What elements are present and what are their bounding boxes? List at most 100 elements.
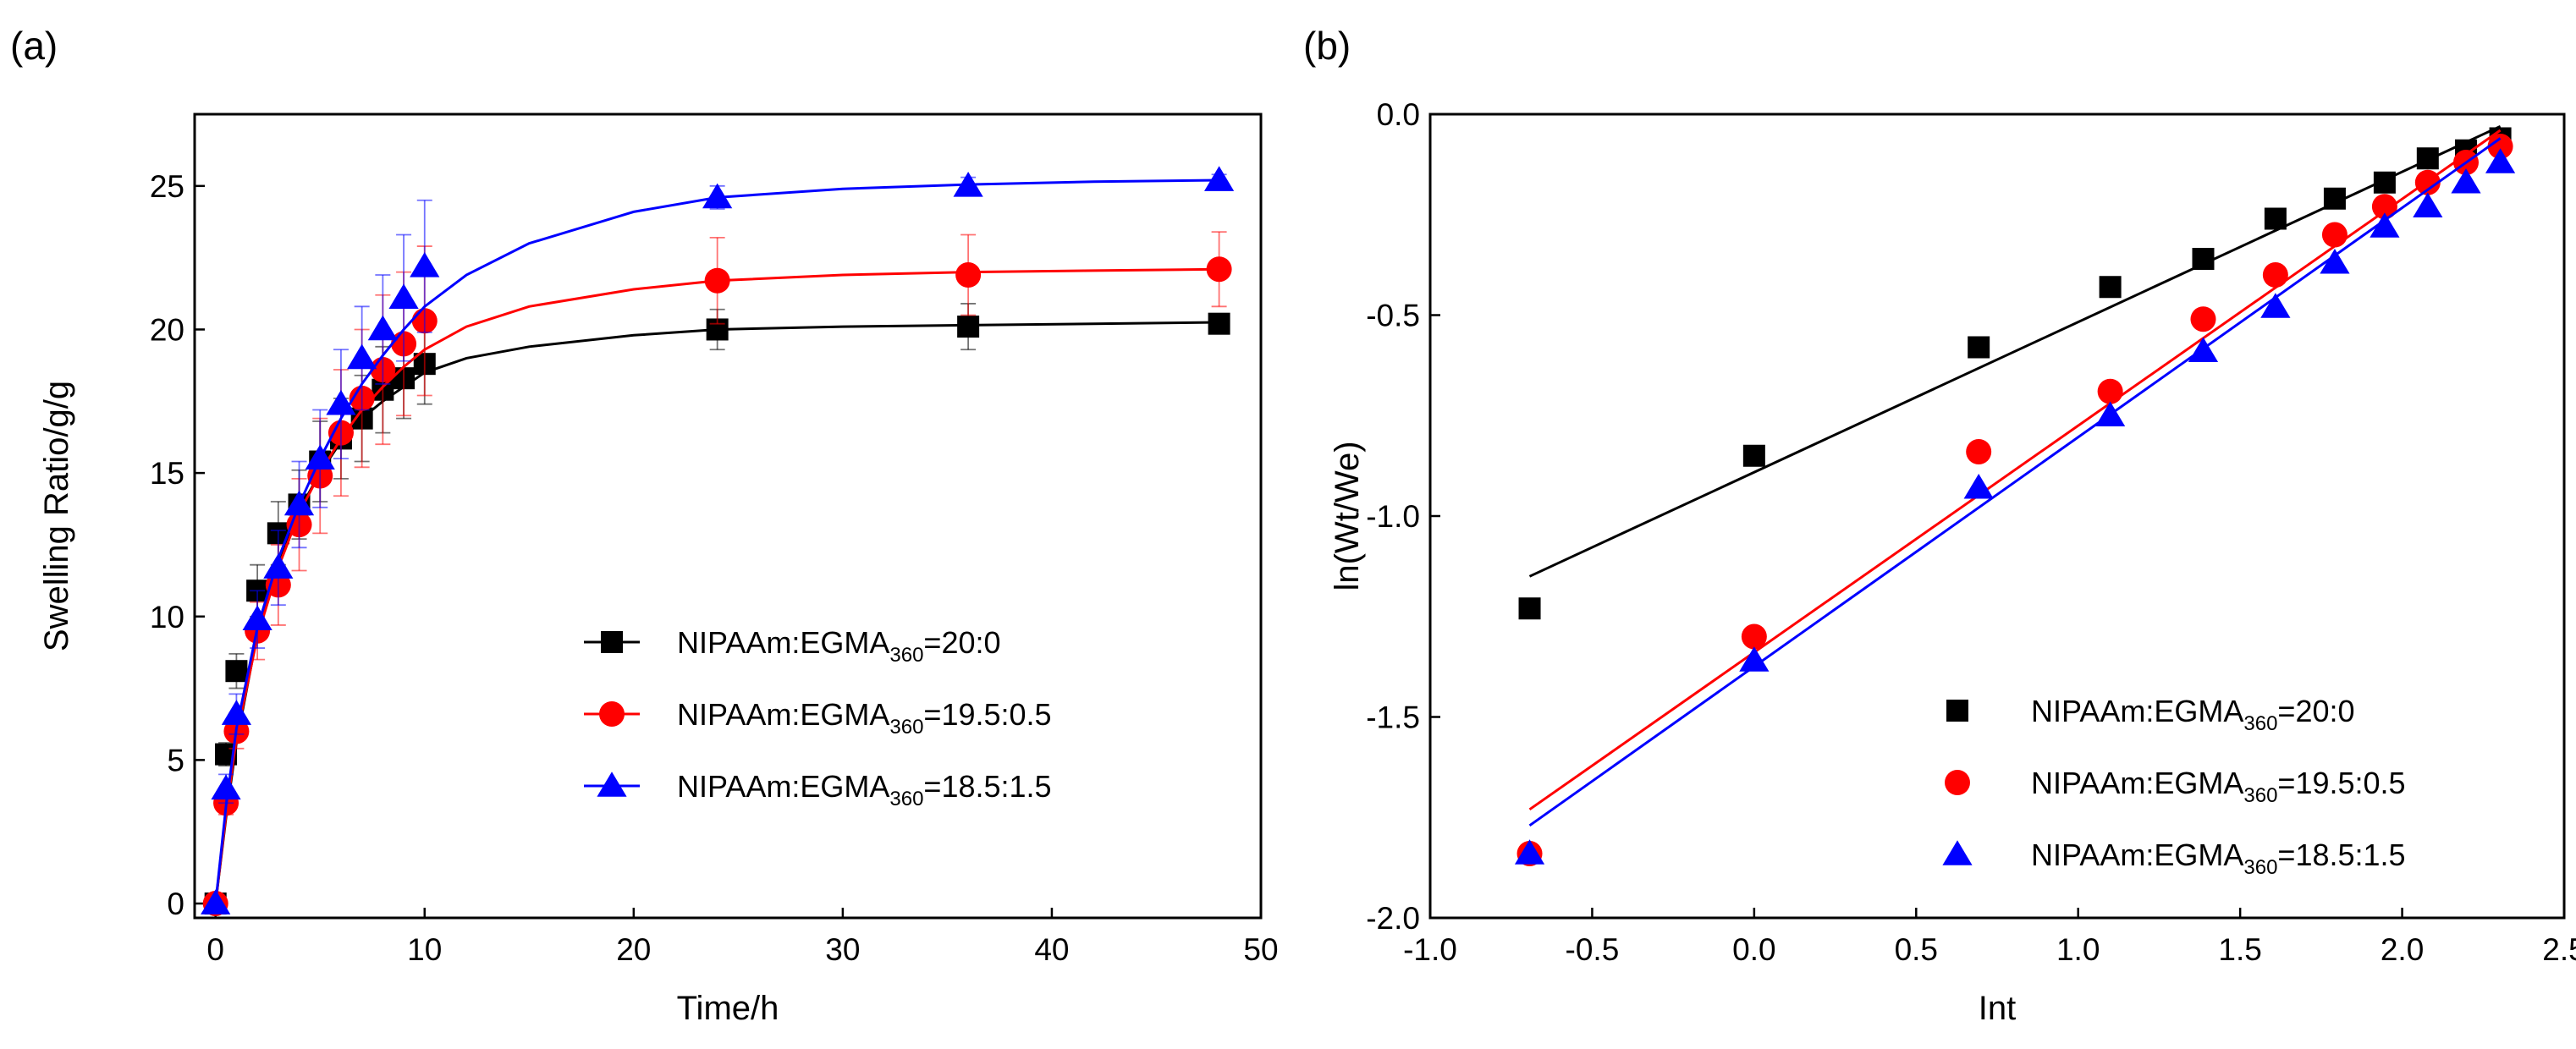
series-3 (1514, 137, 2516, 865)
x-tick-label: 50 (1243, 932, 1278, 967)
series-2 (1516, 129, 2513, 866)
legend-label-suffix: =20:0 (923, 625, 1000, 660)
x-tick-label: 0 (206, 932, 224, 967)
x-tick-label: 0.5 (1895, 932, 1938, 967)
data-point (2262, 262, 2288, 288)
data-point (211, 774, 241, 800)
legend-marker (1942, 840, 1973, 865)
data-point (2095, 401, 2126, 427)
data-point (1741, 623, 1767, 650)
x-tick-label: -1.0 (1403, 932, 1457, 967)
y-tick-label: 25 (150, 169, 184, 204)
x-tick-label: 2.5 (2542, 932, 2576, 967)
series-3 (201, 166, 1235, 914)
panel-a: (a) 0 10 20 30 40 50 0 5 10 15 20 25 Time/h Swelling R… (10, 24, 1279, 1027)
legend-label-main: NIPAAm:EGMA (677, 697, 889, 732)
fit-line (1528, 137, 2502, 827)
data-point (1742, 444, 1765, 467)
data-point (1206, 256, 1232, 283)
data-point (2413, 192, 2443, 218)
data-point (2323, 187, 2346, 210)
legend-label-suffix: =20:0 (2277, 694, 2354, 728)
legend-label-subscript: 360 (889, 788, 923, 810)
y-tick-label: 0 (167, 887, 184, 921)
data-point (1739, 646, 1770, 672)
legend-label-main: NIPAAm:EGMA (677, 769, 889, 804)
y-tick-label: -2.0 (1366, 901, 1420, 936)
legend-label-main: NIPAAm:EGMA (2031, 694, 2243, 728)
y-tick-label: 0.0 (1377, 97, 1420, 132)
x-axis-title: Time/h (677, 990, 779, 1027)
data-point (2188, 337, 2219, 363)
y-axis-title: Swelling Ratio/g/g (38, 381, 75, 651)
legend-label: NIPAAm:EGMA360=19.5:0.5 (677, 697, 1052, 739)
panel-label: (b) (1303, 24, 1351, 68)
series-1 (1518, 124, 2512, 620)
fit-line (1528, 129, 2502, 811)
legend-label-subscript: 360 (889, 716, 923, 739)
legend-marker (601, 631, 623, 653)
data-point (283, 490, 315, 516)
x-tick-label: 30 (825, 932, 860, 967)
data-point (2487, 134, 2513, 159)
legend-marker (597, 772, 627, 797)
data-point (2320, 248, 2350, 274)
data-point (2451, 168, 2481, 194)
x-tick-label: 2.0 (2381, 932, 2424, 967)
legend-label: NIPAAm:EGMA360=20:0 (677, 625, 1001, 667)
data-point (2260, 293, 2291, 318)
y-tick-label: -0.5 (1366, 299, 1420, 333)
data-point (955, 262, 982, 288)
x-tick-label: 1.5 (2218, 932, 2261, 967)
data-point (2371, 194, 2397, 220)
data-point (957, 316, 980, 338)
legend-item: NIPAAm:EGMA360=18.5:1.5 (584, 769, 1052, 810)
legend-label-subscript: 360 (889, 644, 923, 667)
x-axis-title: Int (1979, 990, 2016, 1027)
data-point (305, 444, 335, 470)
plot-frame (1428, 113, 2566, 920)
fit-line (1528, 124, 2502, 578)
panel-b: (b) -1.0 -0.5 0.0 0.5 1.0 1.5 2.0 2.5 -2.0 -1.5 -1.… (1303, 24, 2576, 1027)
legend-marker (1946, 700, 1968, 722)
data-point (2414, 169, 2441, 195)
data-point (2370, 212, 2400, 238)
data-point (242, 605, 272, 630)
legend-item: NIPAAm:EGMA360=20:0 (1946, 694, 2355, 735)
y-axis-title: ln(Wt/We) (1329, 441, 1366, 590)
y-tick-label: 20 (150, 312, 184, 347)
legend-label-suffix: =19.5:0.5 (2277, 766, 2405, 800)
data-point (201, 889, 231, 914)
data-point (221, 700, 252, 725)
legend-label: NIPAAm:EGMA360=18.5:1.5 (677, 769, 1052, 810)
legend-label-main: NIPAAm:EGMA (2031, 838, 2243, 872)
legend-label-suffix: =18.5:1.5 (2277, 838, 2405, 872)
panel-label: (a) (10, 24, 58, 68)
data-point (1968, 336, 1990, 359)
data-point (326, 389, 356, 415)
y-tick-label: 10 (150, 600, 184, 634)
legend-item: NIPAAm:EGMA360=19.5:0.5 (584, 697, 1052, 739)
data-point (704, 267, 730, 294)
x-tick-label: 10 (407, 932, 442, 967)
data-point (2097, 378, 2123, 404)
y-tick-label: -1.5 (1366, 700, 1420, 735)
x-tick-label: 20 (616, 932, 651, 967)
legend-item: NIPAAm:EGMA360=20:0 (584, 625, 1001, 667)
x-tick-label: 0.0 (1732, 932, 1775, 967)
plot-frame (193, 113, 1263, 920)
data-point (2099, 276, 2122, 299)
data-point (225, 660, 248, 683)
legend-label-main: NIPAAm:EGMA (677, 625, 889, 660)
data-point (2416, 147, 2439, 170)
data-point (263, 553, 294, 579)
legend-label-subscript: 360 (2243, 784, 2277, 807)
legend-label: NIPAAm:EGMA360=18.5:1.5 (2031, 838, 2406, 879)
data-point (702, 183, 733, 209)
y-tick-label: 15 (150, 456, 184, 491)
legend-label: NIPAAm:EGMA360=19.5:0.5 (2031, 766, 2406, 807)
data-point (1966, 439, 1992, 464)
legend: NIPAAm:EGMA360=20:0NIPAAm:EGMA360=19.5:0… (1942, 694, 2406, 879)
legend-item: NIPAAm:EGMA360=19.5:0.5 (1945, 766, 2406, 807)
data-point (1203, 166, 1235, 191)
